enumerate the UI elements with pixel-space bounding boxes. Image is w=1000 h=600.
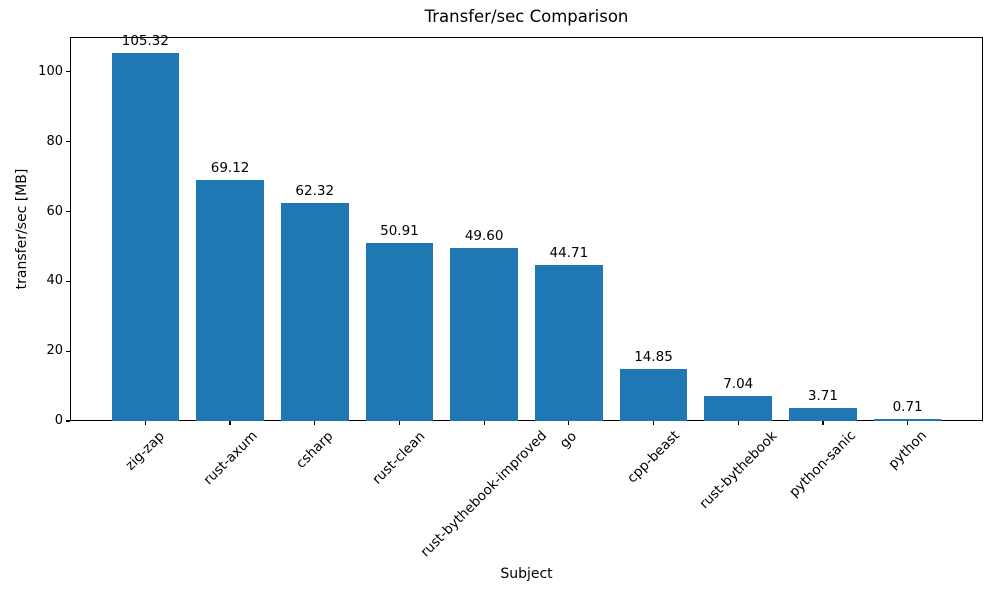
y-tick-mark <box>66 210 70 213</box>
bar <box>280 203 349 421</box>
bar <box>111 53 180 421</box>
bar <box>873 418 942 421</box>
x-tick-mark <box>822 421 824 425</box>
bar <box>789 408 857 421</box>
y-tick-mark <box>66 420 70 422</box>
x-tick-label: zig-zap <box>122 427 169 474</box>
x-tick-label: rust-bythebook-improved <box>417 428 551 561</box>
y-tick-label: 80 <box>46 133 63 149</box>
x-tick-mark <box>398 421 401 425</box>
bar <box>196 179 264 421</box>
bar <box>619 369 688 421</box>
x-tick-mark <box>652 421 655 425</box>
x-tick-label: cpp-beast <box>624 428 683 487</box>
bar-value-label: 44.71 <box>549 244 589 261</box>
y-tick-mark <box>66 141 70 143</box>
x-tick-label: python-sanic <box>786 427 860 501</box>
bar-value-label: 62.32 <box>295 183 335 200</box>
x-tick-mark <box>314 421 316 425</box>
x-tick-mark <box>483 421 485 425</box>
y-tick-label: 0 <box>54 413 63 428</box>
bar <box>704 396 773 421</box>
bar <box>534 264 603 421</box>
bar-value-label: 69.12 <box>210 159 250 176</box>
y-axis-label: transfer/sec [MB] <box>14 168 30 290</box>
x-tick-mark <box>229 421 231 425</box>
bar-value-label: 0.71 <box>892 398 923 415</box>
x-tick-label: rust-bythebook <box>696 428 781 513</box>
y-tick-mark <box>66 71 70 73</box>
x-tick-mark <box>737 421 739 425</box>
chart-title: Transfer/sec Comparison <box>424 7 629 26</box>
bar-value-label: 3.71 <box>807 388 838 405</box>
x-tick-label: csharp <box>293 427 337 472</box>
x-tick-label: rust-clean <box>369 428 429 488</box>
x-axis-label: Subject <box>500 566 553 582</box>
bar <box>365 243 434 421</box>
bar-value-label: 49.60 <box>464 227 504 244</box>
x-tick-label: python <box>885 427 931 473</box>
y-tick-mark <box>66 280 70 282</box>
y-tick-label: 100 <box>38 63 63 79</box>
bar-value-label: 50.91 <box>380 223 419 240</box>
x-tick-label: go <box>557 428 581 452</box>
x-tick-mark <box>144 421 146 425</box>
bar-value-label: 7.04 <box>723 376 754 393</box>
y-tick-label: 40 <box>46 273 63 289</box>
y-tick-label: 20 <box>46 343 63 359</box>
y-tick-label: 60 <box>46 203 63 219</box>
bar-value-label: 105.32 <box>121 33 169 50</box>
bar <box>450 247 519 421</box>
x-tick-mark <box>907 421 909 425</box>
y-tick-mark <box>66 350 70 352</box>
x-tick-label: rust-axum <box>200 427 261 489</box>
bar-value-label: 14.85 <box>634 349 673 366</box>
x-tick-mark <box>568 421 570 425</box>
